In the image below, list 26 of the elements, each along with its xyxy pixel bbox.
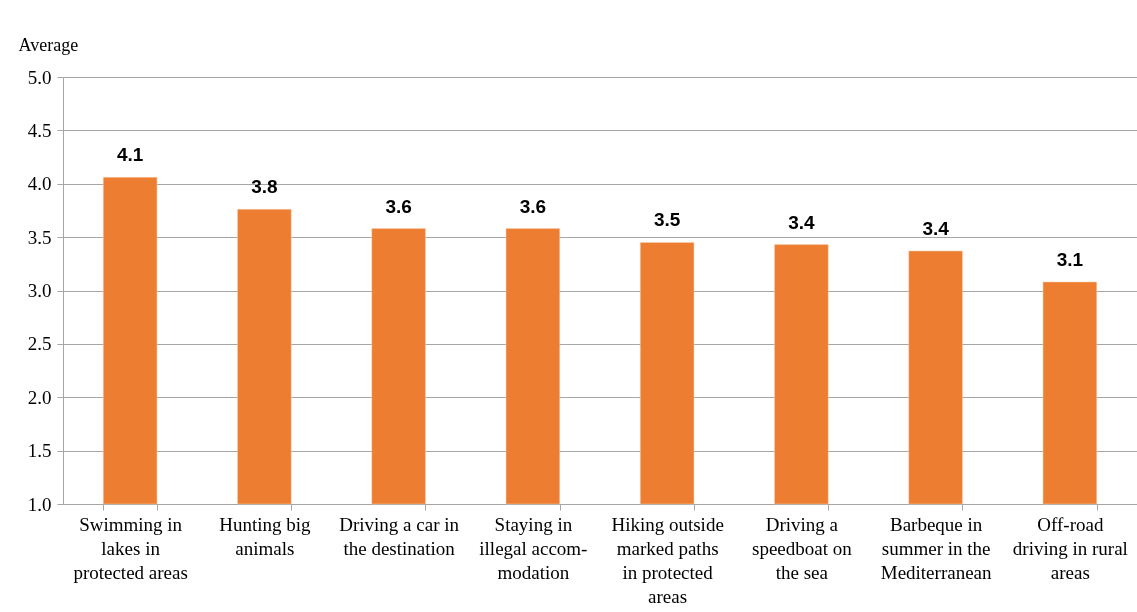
y-tick-label: 3.5	[27, 226, 52, 248]
x-tick-label: Driving a speedboat on the sea	[752, 513, 853, 583]
x-tick-label: Swimming in lakes in protected areas	[73, 513, 188, 583]
data-label: 3.6	[519, 195, 547, 217]
data-label: 3.8	[251, 176, 278, 198]
y-tick-label: 3.0	[27, 280, 52, 301]
x-tick-label: Driving a car in the destination	[339, 513, 460, 559]
y-tick-label: 4.5	[27, 119, 52, 141]
y-tick-label: 1.0	[27, 493, 52, 515]
x-tick-label: Hunting big animals	[219, 513, 312, 559]
data-label: 3.6	[385, 195, 412, 217]
data-label: 3.5	[653, 209, 681, 231]
y-tick-label: 2.5	[27, 333, 52, 355]
x-tick-label: Barbeque in summer in the Mediterranean	[880, 513, 993, 583]
y-tick-label: 1.5	[27, 440, 52, 462]
data-label: 3.4	[788, 211, 816, 233]
y-axis-title: Average	[18, 34, 79, 55]
x-tick-label: Staying in illegal accom-modation	[479, 513, 588, 583]
data-label: 3.1	[1056, 248, 1084, 270]
data-label: 4.1	[116, 144, 144, 166]
y-tick-label: 2.0	[27, 386, 52, 408]
y-tick-label: 5.0	[27, 66, 52, 88]
y-tick-label: 4.0	[27, 173, 52, 195]
x-tick-label: Off-road driving in rural areas	[1012, 513, 1128, 583]
x-tick-label: Hiking outside marked paths in protected areas	[611, 513, 724, 607]
data-label: 3.4	[922, 218, 950, 239]
